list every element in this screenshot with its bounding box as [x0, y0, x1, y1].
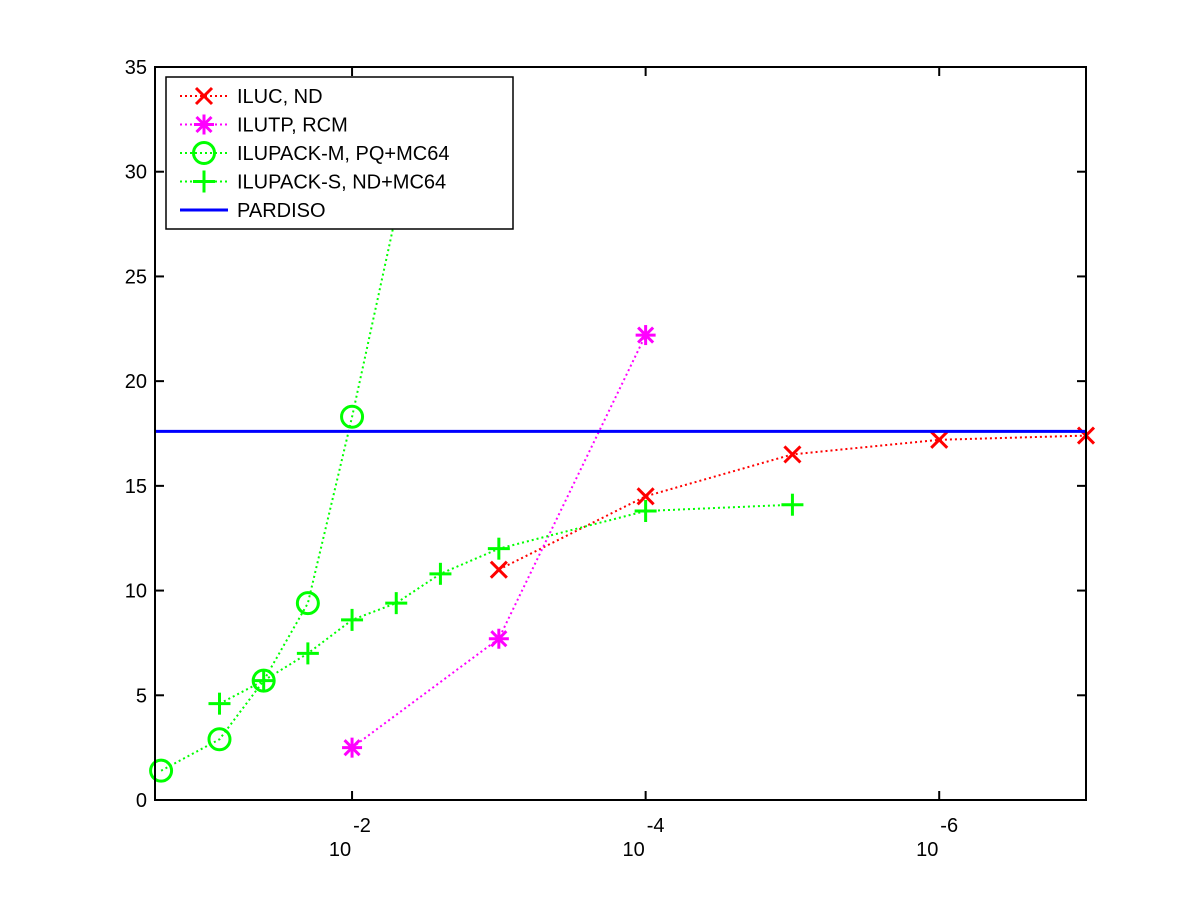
- data-point: [489, 560, 508, 579]
- y-tick-label: 15: [125, 476, 147, 498]
- y-tick-label: 30: [125, 162, 147, 184]
- legend: ILUC, ND ILUTP, RCM ILUPACK-M, PQ+MC64 ILUP…: [165, 76, 514, 230]
- data-point: [252, 669, 275, 692]
- data-point: [487, 537, 510, 560]
- y-tick-label: 0: [136, 790, 147, 812]
- legend-box: [165, 76, 514, 230]
- data-point: [342, 737, 363, 758]
- data-point: [781, 493, 804, 516]
- data-point: [783, 445, 802, 464]
- data-point: [385, 592, 408, 615]
- data-point: [930, 430, 949, 449]
- y-tick-label: 20: [125, 371, 147, 393]
- legend-marker: [192, 141, 216, 165]
- y-tick-label: 5: [136, 685, 147, 707]
- x-tick-label-base: 10: [623, 839, 645, 861]
- series-layer: [149, 201, 1096, 783]
- data-point: [429, 562, 452, 585]
- x-tick-label-exponent: -2: [353, 815, 371, 837]
- legend-label: ILUC, ND: [237, 86, 323, 108]
- series-line: [160, 213, 398, 772]
- x-tick-label-exponent: -4: [647, 815, 665, 837]
- y-tick-label: 10: [125, 581, 147, 603]
- series-line: [219, 503, 793, 705]
- legend-label: ILUPACK-M, PQ+MC64: [237, 143, 449, 165]
- legend-label: ILUPACK-S, ND+MC64: [237, 172, 446, 194]
- legend-item: ILUC, ND: [180, 86, 323, 108]
- legend-label: PARDISO: [237, 200, 326, 222]
- x-tick-label-base: 10: [916, 839, 938, 861]
- series-1: [342, 325, 656, 758]
- legend-item: ILUTP, RCM: [180, 114, 348, 137]
- y-tick-label: 35: [125, 57, 147, 79]
- x-tick-label-exponent: -6: [940, 815, 958, 837]
- data-point: [341, 608, 364, 631]
- legend-item: ILUPACK-M, PQ+MC64: [180, 141, 449, 165]
- legend-label: ILUTP, RCM: [237, 115, 348, 137]
- data-point: [636, 487, 655, 506]
- legend-marker: [194, 114, 214, 135]
- data-point: [149, 758, 174, 783]
- data-point: [207, 727, 232, 752]
- series-2: [149, 201, 409, 783]
- legend-marker: [193, 170, 215, 193]
- x-tick-label-base: 10: [329, 839, 351, 861]
- data-point: [295, 591, 320, 616]
- data-point: [488, 628, 509, 649]
- legend-item: ILUPACK-S, ND+MC64: [180, 170, 446, 194]
- legend-item: PARDISO: [180, 200, 326, 222]
- y-tick-label: 25: [125, 266, 147, 288]
- plot-frame: [154, 66, 1087, 801]
- series-0: [489, 426, 1096, 579]
- data-point: [340, 404, 365, 429]
- data-point: [208, 692, 231, 715]
- data-point: [296, 642, 319, 665]
- legend-marker: [194, 86, 214, 106]
- series-3: [208, 493, 804, 715]
- data-point: [634, 499, 657, 522]
- data-point: [635, 325, 656, 346]
- series-line: [351, 334, 647, 749]
